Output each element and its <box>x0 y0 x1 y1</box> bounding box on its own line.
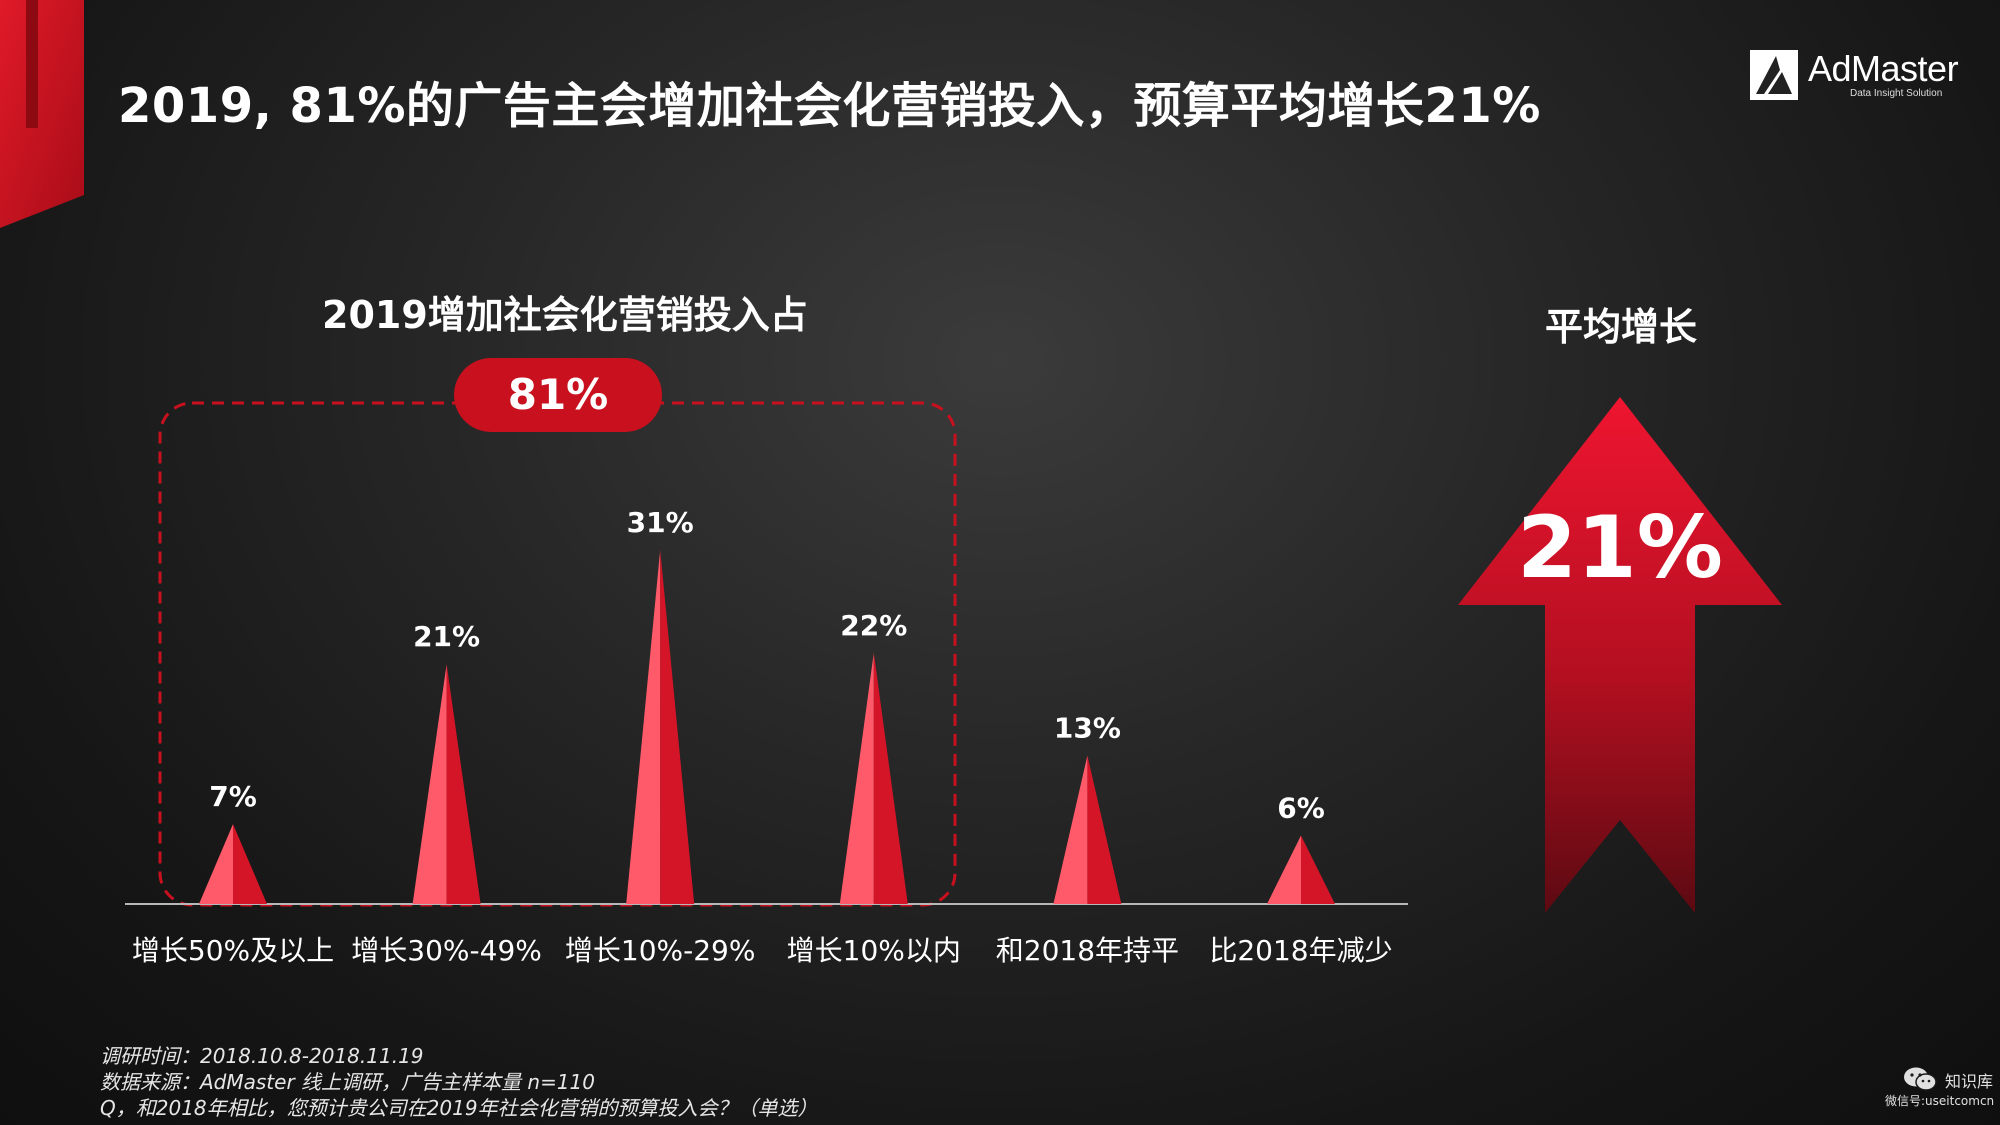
category-label: 增长10%-29% <box>565 934 756 967</box>
value-label: 31% <box>627 506 694 539</box>
spike-bar-left-face <box>626 550 661 904</box>
spike-bar <box>1267 835 1335 904</box>
admaster-logo: AdMaster Data Insight Solution <box>1750 48 1959 102</box>
spike-bar-left-face <box>412 664 447 904</box>
slide-title: 2019, 81%的广告主会增加社会化营销投入，预算平均增长21% <box>118 78 1541 134</box>
admaster-logo-mark-icon <box>1750 50 1798 100</box>
footnote-survey-period: 调研时间：2018.10.8-2018.11.19 <box>100 1044 424 1068</box>
average-growth-title: 平均增长 <box>1545 305 1698 349</box>
spike-bar-left-face <box>1267 835 1301 904</box>
category-label: 增长10%以内 <box>787 934 961 967</box>
average-growth-value: 21% <box>1517 498 1723 598</box>
spike-bar-left-face <box>1053 755 1088 904</box>
chart-title: 2019增加社会化营销投入占 <box>322 293 808 337</box>
corner-decoration <box>0 0 84 228</box>
spike-bar-right-face <box>660 550 695 904</box>
group-total-badge: 81% <box>454 358 662 432</box>
footnote-question: Q，和2018年相比，您预计贵公司在2019年社会化营销的预算投入会？（单选） <box>100 1096 818 1120</box>
spike-bar-right-face <box>873 652 908 904</box>
spike-bar <box>839 652 908 904</box>
spike-bar <box>412 664 481 904</box>
spike-bar-left-face <box>839 652 874 904</box>
watermark-name: 知识库 <box>1945 1072 1994 1091</box>
spike-bar-right-face <box>233 824 267 904</box>
spike-bar-right-face <box>1087 755 1122 904</box>
spike-bar <box>626 550 695 904</box>
value-label: 22% <box>840 609 907 642</box>
spike-bar-right-face <box>1301 835 1335 904</box>
spike-bar <box>199 824 267 904</box>
value-label: 21% <box>413 620 480 653</box>
logo-brand: AdMaster <box>1808 48 1959 89</box>
watermark-account: 微信号:useitcomcn <box>1885 1094 1995 1108</box>
category-label: 比2018年减少 <box>1209 934 1392 967</box>
footnote-data-source: 数据来源：AdMaster 线上调研，广告主样本量 n=110 <box>100 1070 595 1094</box>
value-label: 13% <box>1054 712 1121 745</box>
category-label: 增长30%-49% <box>351 934 542 967</box>
spike-bar <box>1053 755 1122 904</box>
spike-bar-left-face <box>199 824 233 904</box>
up-arrow-icon <box>1458 397 1782 913</box>
wechat-icon <box>1904 1067 1937 1091</box>
category-label: 增长50%及以上 <box>132 934 334 967</box>
spike-bar-right-face <box>446 664 481 904</box>
value-label: 7% <box>209 780 257 813</box>
group-highlight-box <box>158 401 957 907</box>
category-label: 和2018年持平 <box>996 934 1179 967</box>
value-label: 6% <box>1277 791 1325 824</box>
logo-tagline: Data Insight Solution <box>1850 88 1943 99</box>
footnotes: 调研时间：2018.10.8-2018.11.19 数据来源：AdMaster … <box>100 1043 818 1121</box>
